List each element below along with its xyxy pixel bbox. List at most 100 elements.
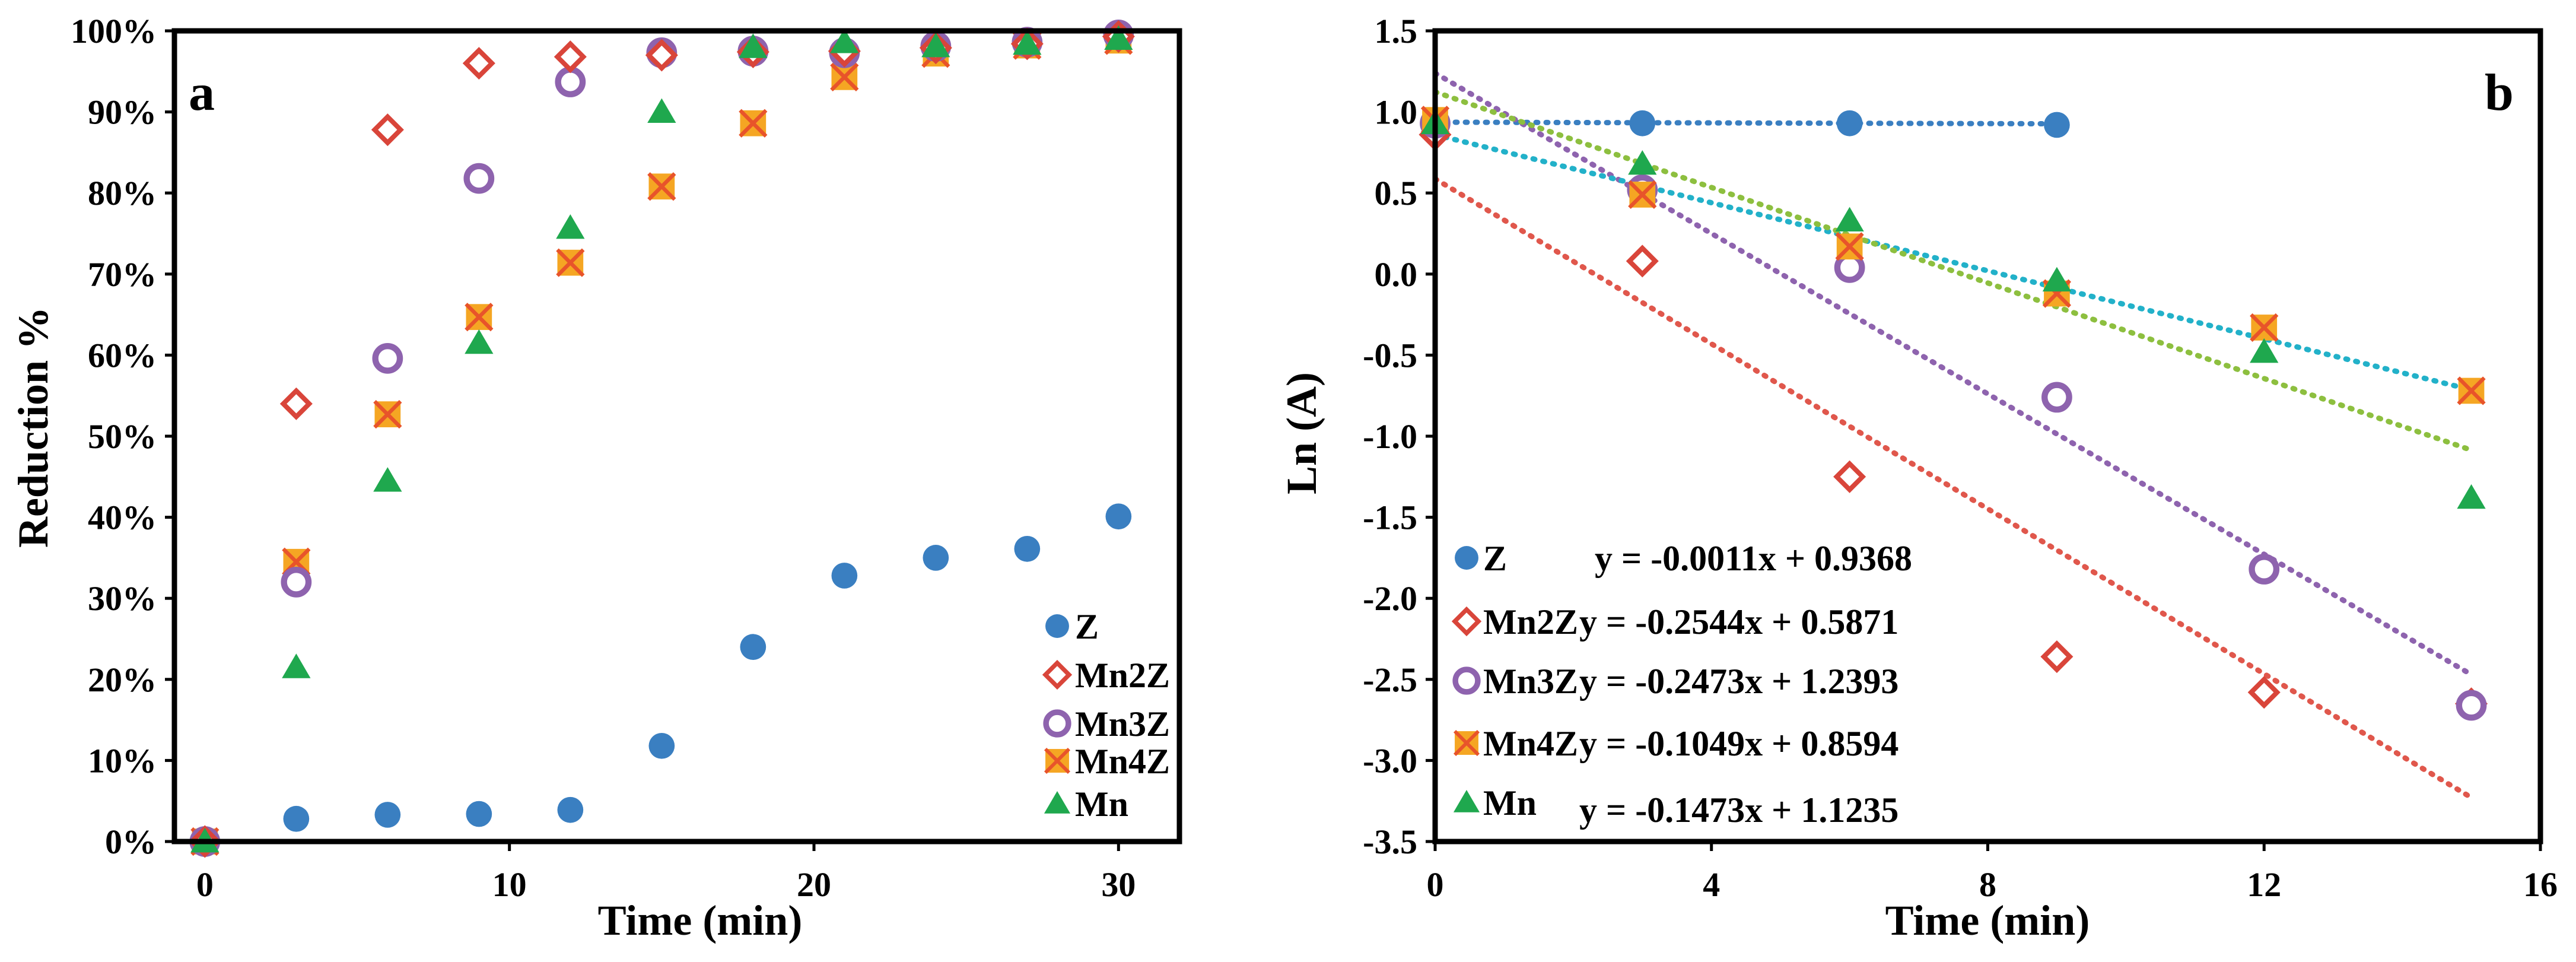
panel-a-legend-label: Mn2Z bbox=[1075, 656, 1170, 695]
panel-a-point-mn3z bbox=[372, 342, 403, 374]
panel-a-x-tick-label: 30 bbox=[1101, 865, 1136, 904]
panel-b-point-mn3z bbox=[2249, 554, 2280, 585]
panel-b-point-mn4z bbox=[2250, 313, 2279, 342]
panel-a-y-tick-label: 0% bbox=[105, 823, 157, 861]
panel-a-legend-label: Z bbox=[1075, 607, 1099, 646]
panel-a-y-tick-label: 20% bbox=[88, 661, 157, 699]
panel-b-point-mn2z bbox=[2247, 676, 2281, 709]
panel-a-legend-marker-mn bbox=[1044, 791, 1071, 814]
panel-a-point-mn4z bbox=[739, 109, 768, 138]
panel-a-point-mn3z bbox=[463, 163, 495, 194]
panel-a-x-tick-label: 10 bbox=[492, 865, 527, 904]
panel-a-ticks: 0% 10% 20% 30% 40% 50% 60% 70% 80% 90% 100% 0 10 20 30 bbox=[71, 12, 1136, 904]
panel-b-trendline-mn3z bbox=[1432, 70, 2475, 678]
panel-b-x-tick-label: 8 bbox=[1979, 865, 1996, 904]
panel-b-legend-marker-mn4z bbox=[1453, 729, 1480, 757]
panel-a-point-mn2z bbox=[645, 39, 678, 72]
panel-b-y-tick-label: -2.0 bbox=[1363, 579, 1417, 618]
panel-a-point-mn4z bbox=[556, 248, 585, 277]
panel-b-y-tick-label: 1.0 bbox=[1375, 93, 1418, 132]
panel-a-point-z bbox=[740, 634, 767, 661]
panel-b-point-mn2z bbox=[2040, 640, 2073, 674]
panel-a-point-mn3z bbox=[281, 567, 312, 598]
panel-a-point-mn bbox=[830, 28, 859, 53]
panel-b-equation-z: y = -0.0011x + 0.9368 bbox=[1595, 539, 1912, 578]
panel-a-legend-label: Mn3Z bbox=[1075, 704, 1170, 744]
panel-a-point-mn bbox=[921, 32, 950, 58]
panel-b-point-mn4z bbox=[2457, 376, 2486, 405]
panel-a-point-mn2z bbox=[279, 387, 313, 420]
panel-a-points bbox=[188, 19, 1135, 858]
panel-a-point-z bbox=[648, 732, 675, 759]
panel-b-y-tick-label: 0.5 bbox=[1375, 174, 1418, 212]
panel-b-equation-mn: y = -0.1473x + 1.1235 bbox=[1579, 790, 1898, 830]
panel-a-point-mn3z bbox=[555, 66, 586, 97]
panel-b-legend-marker-mn3z bbox=[1452, 666, 1481, 695]
panel-a-y-tick-label: 40% bbox=[88, 499, 157, 537]
panel-a-point-mn bbox=[556, 214, 585, 239]
panel-a-point-mn2z bbox=[554, 40, 587, 74]
panel-b-y-tick-label: -2.5 bbox=[1363, 661, 1417, 699]
panel-a-point-mn bbox=[1104, 25, 1133, 50]
panel-b-point-mn bbox=[1628, 150, 1657, 175]
panel-a-y-tick-label: 100% bbox=[71, 12, 157, 50]
panel-b-point-mn bbox=[2457, 484, 2486, 509]
panel-b-point-mn3z bbox=[2041, 382, 2072, 413]
panel-b-equation-mn4z: y = -0.1049x + 0.8594 bbox=[1579, 724, 1898, 763]
panel-b-point-z bbox=[1836, 110, 1863, 136]
panel-a-point-mn4z bbox=[465, 303, 494, 332]
panel-a-legend-marker-mn2z bbox=[1042, 659, 1073, 690]
panel-b-point-z bbox=[2044, 112, 2070, 138]
panel-b-point-mn3z bbox=[2456, 690, 2487, 721]
panel-b-x-tick-label: 12 bbox=[2247, 865, 2281, 904]
panel-a-legend-marker-mn4z bbox=[1044, 747, 1071, 774]
panel-a-point-z bbox=[923, 545, 949, 571]
panel-a-legend-label: Mn4Z bbox=[1075, 742, 1170, 781]
panel-b-legend-label: Z bbox=[1483, 539, 1507, 578]
panel-a-point-mn4z bbox=[830, 62, 859, 91]
panel-a-point-z bbox=[1014, 536, 1041, 562]
panel-a-point-z bbox=[466, 801, 492, 827]
panel-a-point-mn2z bbox=[462, 47, 495, 80]
panel-b-trendlines bbox=[1432, 70, 2475, 801]
panel-a-point-mn4z bbox=[647, 172, 676, 201]
panel-b-ln-chart: -3.5 -3.0 -2.5 -2.0 -1.5 -1.0 -0.5 0.0 0.5 1.0 1.5… bbox=[1278, 12, 2558, 944]
panel-a-y-tick-label: 30% bbox=[88, 579, 157, 618]
panel-a-y-tick-label: 60% bbox=[88, 336, 157, 374]
panel-b-y-tick-label: -3.5 bbox=[1363, 823, 1417, 861]
panel-a-point-mn2z bbox=[371, 113, 404, 147]
panel-a-point-z bbox=[831, 563, 858, 589]
panel-b-legend-label: Mn4Z bbox=[1483, 724, 1578, 763]
panel-a-x-axis-label: Time (min) bbox=[598, 897, 803, 944]
panel-a-y-tick-label: 70% bbox=[88, 255, 157, 294]
panel-a-point-z bbox=[283, 805, 310, 832]
panel-b-trendline-mn bbox=[1432, 89, 2475, 453]
panel-a-point-mn bbox=[465, 329, 494, 354]
panel-a-reduction-chart: 0% 10% 20% 30% 40% 50% 60% 70% 80% 90% 100% 0 10 20 30… bbox=[9, 12, 1182, 944]
panel-b-legend-label: Mn3Z bbox=[1483, 662, 1578, 701]
panel-b-equation-mn3z: y = -0.2473x + 1.2393 bbox=[1579, 662, 1898, 701]
panel-b-point-mn2z bbox=[1833, 460, 1866, 493]
panel-a-legend-marker-mn3z bbox=[1043, 709, 1071, 738]
panel-b-legend-label: Mn bbox=[1483, 783, 1537, 823]
panel-a-x-tick-label: 0 bbox=[196, 865, 214, 904]
panel-b-plot-frame bbox=[1432, 28, 2543, 844]
panel-b-y-tick-label: -0.5 bbox=[1363, 336, 1417, 374]
panel-a-y-axis-label: Reduction % bbox=[9, 307, 57, 548]
panel-a-point-z bbox=[557, 796, 584, 823]
panel-a-point-z bbox=[1105, 503, 1132, 530]
panel-a-x-tick-label: 20 bbox=[797, 865, 831, 904]
panel-b-point-mn bbox=[2042, 266, 2072, 292]
panel-a-y-tick-label: 90% bbox=[88, 93, 157, 132]
panel-a-point-mn bbox=[282, 653, 311, 678]
panel-a-point-mn4z bbox=[373, 399, 402, 429]
panel-a-point-mn bbox=[373, 467, 402, 492]
panel-b-y-tick-label: -1.0 bbox=[1363, 417, 1417, 456]
panel-b-point-z bbox=[1629, 110, 1656, 136]
panel-b-x-tick-label: 0 bbox=[1427, 865, 1444, 904]
panel-b-letter: b bbox=[2485, 64, 2514, 122]
panel-b-point-mn2z bbox=[1626, 245, 1659, 278]
panel-b-point-mn bbox=[2250, 338, 2279, 363]
